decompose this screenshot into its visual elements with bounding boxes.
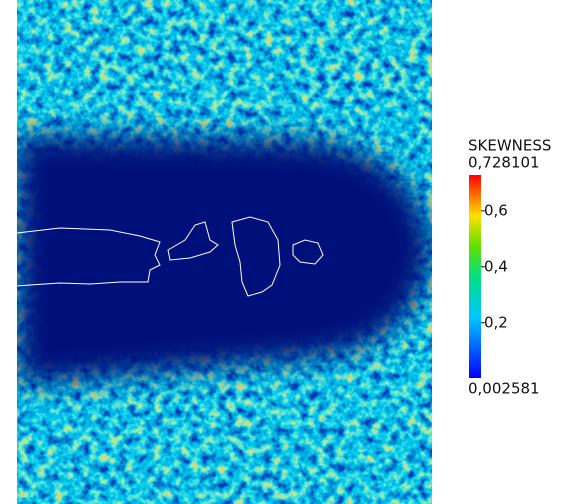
legend-max-label: 0,728101 (468, 154, 540, 172)
coastline (292, 239, 324, 265)
coastlines (16, 216, 324, 297)
mesh-view (16, 0, 432, 504)
coastline (16, 227, 161, 287)
color-legend: SKEWNESS 0,728101 0,002581 0,6 0,4 0,2 (468, 137, 551, 398)
coastline (167, 221, 219, 261)
legend-min-label: 0,002581 (468, 380, 540, 398)
legend-tick-label: 0,4 (484, 257, 508, 275)
mesh-texture (17, 0, 432, 504)
color-bar (469, 175, 481, 378)
legend-tick-label: 0,2 (484, 313, 508, 331)
legend-title: SKEWNESS (468, 137, 551, 155)
coastline (231, 216, 281, 297)
legend-tick-label: 0,6 (484, 201, 508, 219)
